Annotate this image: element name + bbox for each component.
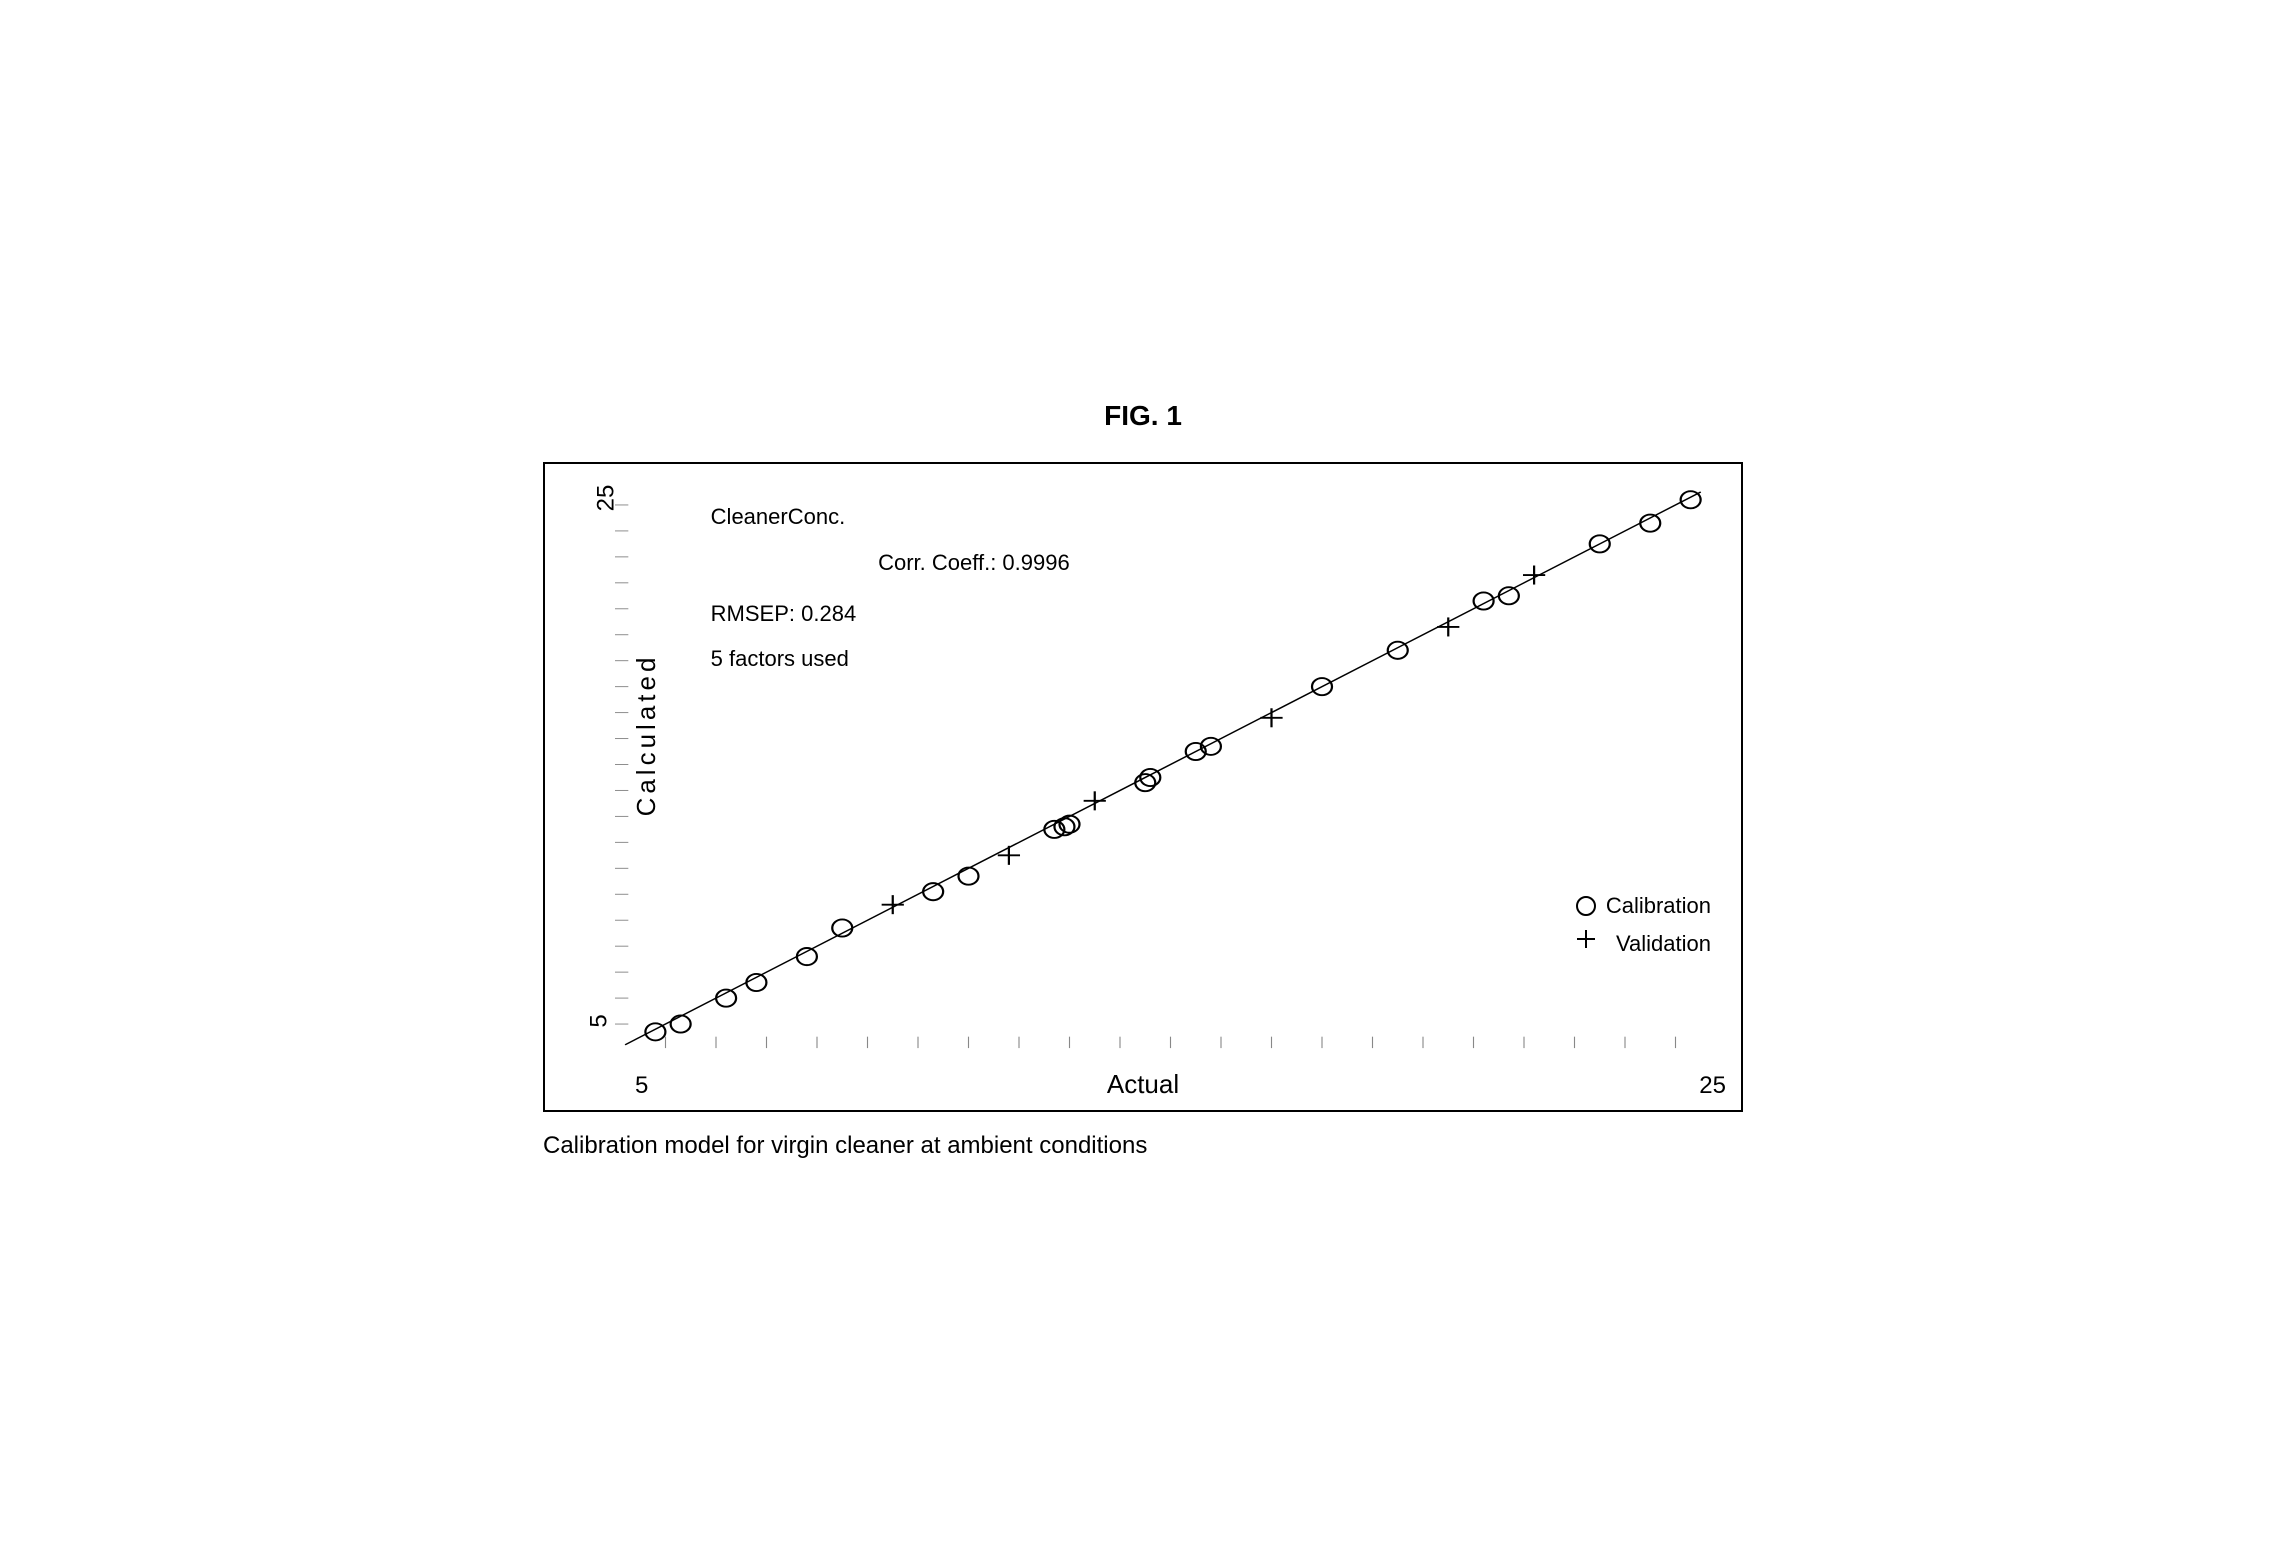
x-tick-5: 5 xyxy=(635,1072,648,1100)
chart-annotation: CleanerConc. xyxy=(711,504,846,530)
chart-svg xyxy=(615,479,1726,1050)
figure-container: FIG. 1 Calculated 5 25 Actual 5 25 Clean… xyxy=(543,400,1743,1160)
figure-label: FIG. 1 xyxy=(543,400,1743,432)
calibration-marker xyxy=(1681,491,1701,508)
legend-calibration-label: Calibration xyxy=(1606,893,1711,919)
validation-marker xyxy=(1437,617,1459,636)
chart-annotation: RMSEP: 0.284 xyxy=(711,601,857,627)
calibration-marker xyxy=(959,867,979,884)
calibration-marker xyxy=(1388,641,1408,658)
x-axis-label: Actual xyxy=(1107,1069,1179,1100)
circle-icon xyxy=(1574,894,1598,918)
y-tick-5: 5 xyxy=(586,1014,614,1027)
legend-calibration: Calibration xyxy=(1574,893,1711,919)
calibration-marker xyxy=(671,1015,691,1032)
plot-area xyxy=(615,479,1726,1050)
chart-annotation: 5 factors used xyxy=(711,646,849,672)
calibration-marker xyxy=(1474,592,1494,609)
legend-validation: Validation xyxy=(1574,927,1711,961)
legend: Calibration Validation xyxy=(1574,893,1711,969)
x-tick-25: 25 xyxy=(1699,1072,1726,1100)
chart-box: Calculated 5 25 Actual 5 25 CleanerConc.… xyxy=(543,462,1743,1112)
validation-marker xyxy=(998,845,1020,864)
plus-icon xyxy=(1574,927,1608,961)
legend-validation-label: Validation xyxy=(1616,931,1711,957)
calibration-marker xyxy=(1140,768,1160,785)
chart-annotation: Corr. Coeff.: 0.9996 xyxy=(878,550,1070,576)
figure-caption: Calibration model for virgin cleaner at … xyxy=(543,1132,1743,1160)
calibration-marker xyxy=(645,1023,665,1040)
validation-marker xyxy=(1260,708,1282,727)
